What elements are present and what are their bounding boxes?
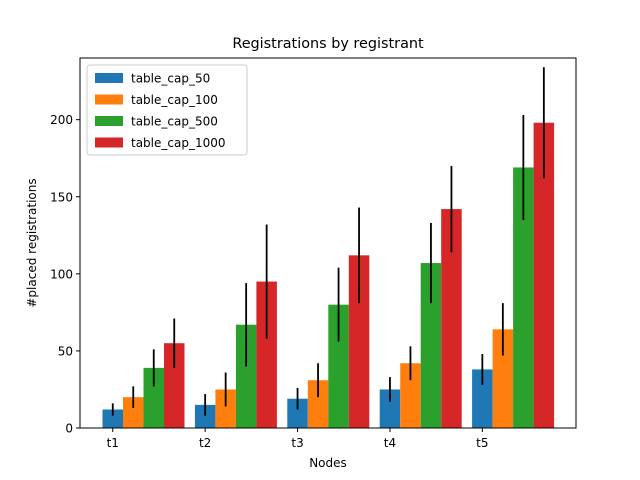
bar-table_cap_500-t2 bbox=[235, 324, 257, 428]
bar-table_cap_50-t4 bbox=[379, 389, 401, 428]
bar-table_cap_1000-t3 bbox=[348, 255, 370, 428]
y-tick-label-100: 100 bbox=[50, 267, 73, 281]
y-tick-label-50: 50 bbox=[58, 344, 73, 358]
x-tick-label-t3: t3 bbox=[291, 436, 303, 450]
legend-label-table_cap_50: table_cap_50 bbox=[131, 72, 210, 86]
legend-label-table_cap_100: table_cap_100 bbox=[131, 93, 218, 107]
bar-table_cap_100-t5 bbox=[492, 329, 514, 428]
legend-swatch-table_cap_50 bbox=[95, 73, 123, 83]
bar-table_cap_100-t1 bbox=[123, 397, 144, 428]
bar-table_cap_1000-t5 bbox=[533, 122, 555, 428]
bar-table_cap_1000-t2 bbox=[256, 281, 277, 428]
bar-table_cap_1000-t1 bbox=[164, 343, 185, 428]
bar-table_cap_50-t3 bbox=[287, 398, 308, 428]
y-tick-label-0: 0 bbox=[65, 422, 73, 436]
error-bars-group bbox=[111, 67, 545, 416]
y-tick-label-150: 150 bbox=[50, 190, 73, 204]
x-tick-label-t2: t2 bbox=[199, 436, 211, 450]
legend: table_cap_50 table_cap_100 table_cap_500ta… bbox=[86, 64, 248, 156]
bar-table_cap_50-t2 bbox=[194, 404, 216, 428]
legend-swatch-table_cap_1000 bbox=[95, 137, 123, 148]
legend-swatch-table_cap_100 bbox=[95, 94, 123, 105]
bar-table_cap_1000-t4 bbox=[441, 209, 462, 428]
legend-swatch-table_cap_500 bbox=[95, 116, 123, 126]
bar-table_cap_500-t4 bbox=[420, 263, 442, 428]
bar-table_cap_500-t3 bbox=[328, 304, 349, 428]
plot-frame bbox=[79, 57, 577, 429]
chart-title: Registrations by registrant bbox=[232, 36, 424, 52]
y-axis-label: #placed registrations bbox=[25, 178, 39, 307]
legend-frame bbox=[86, 64, 248, 156]
bar-table_cap_100-t2 bbox=[215, 389, 236, 428]
x-axis-label: Nodes bbox=[309, 456, 347, 470]
bar-table_cap_500-t5 bbox=[513, 167, 534, 429]
bar-table_cap_50-t1 bbox=[102, 409, 123, 428]
x-axis-ticks: t1 t2 t3 t4 t5 bbox=[107, 428, 489, 450]
x-tick-label-t5: t5 bbox=[476, 436, 488, 450]
y-axis-ticks: 0 50 100 150 200 bbox=[50, 113, 80, 436]
legend-label-table_cap_1000: table_cap_1000 bbox=[131, 136, 226, 150]
legend-label-table_cap_500: table_cap_500 bbox=[131, 115, 218, 129]
bar-table_cap_100-t4 bbox=[400, 363, 421, 428]
bar-table_cap_50-t5 bbox=[472, 369, 493, 428]
x-tick-label-t4: t4 bbox=[384, 436, 396, 450]
bar-table_cap_500-t1 bbox=[143, 367, 164, 428]
bar-table_cap_100-t3 bbox=[307, 380, 329, 428]
bars-group bbox=[102, 122, 555, 429]
x-tick-label-t1: t1 bbox=[107, 436, 119, 450]
y-tick-label-200: 200 bbox=[50, 113, 73, 127]
